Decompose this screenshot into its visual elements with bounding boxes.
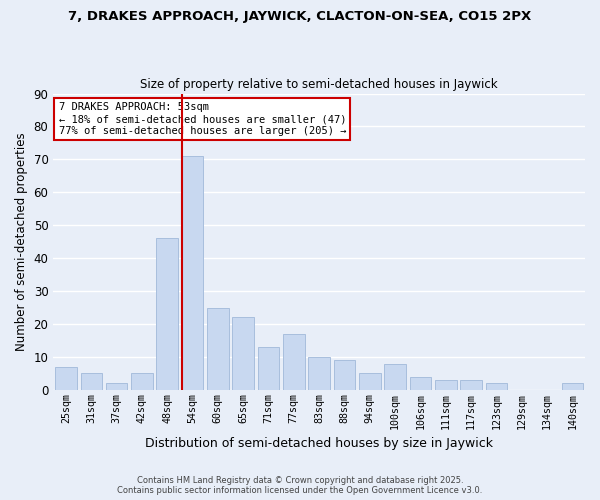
Bar (232, 318, 254, 390)
Y-axis label: Number of semi-detached properties: Number of semi-detached properties (15, 132, 28, 351)
Bar (308, 357, 330, 390)
Text: Contains HM Land Registry data © Crown copyright and database right 2025.
Contai: Contains HM Land Registry data © Crown c… (118, 476, 482, 495)
Bar (359, 374, 380, 390)
Bar (460, 380, 482, 390)
Bar (80, 374, 102, 390)
Bar (283, 334, 305, 390)
Bar (131, 374, 152, 390)
Text: 7 DRAKES APPROACH: 53sqm
← 18% of semi-detached houses are smaller (47)
77% of s: 7 DRAKES APPROACH: 53sqm ← 18% of semi-d… (59, 102, 346, 136)
Bar (435, 380, 457, 390)
Bar (410, 376, 431, 390)
X-axis label: Distribution of semi-detached houses by size in Jaywick: Distribution of semi-detached houses by … (145, 437, 493, 450)
Bar (562, 384, 583, 390)
Bar (207, 308, 229, 390)
Bar (182, 156, 203, 390)
Title: Size of property relative to semi-detached houses in Jaywick: Size of property relative to semi-detach… (140, 78, 498, 91)
Bar (485, 384, 507, 390)
Bar (106, 384, 127, 390)
Bar (334, 360, 355, 390)
Bar (385, 364, 406, 390)
Bar (55, 367, 77, 390)
Text: 7, DRAKES APPROACH, JAYWICK, CLACTON-ON-SEA, CO15 2PX: 7, DRAKES APPROACH, JAYWICK, CLACTON-ON-… (68, 10, 532, 23)
Bar (157, 238, 178, 390)
Bar (258, 347, 279, 390)
